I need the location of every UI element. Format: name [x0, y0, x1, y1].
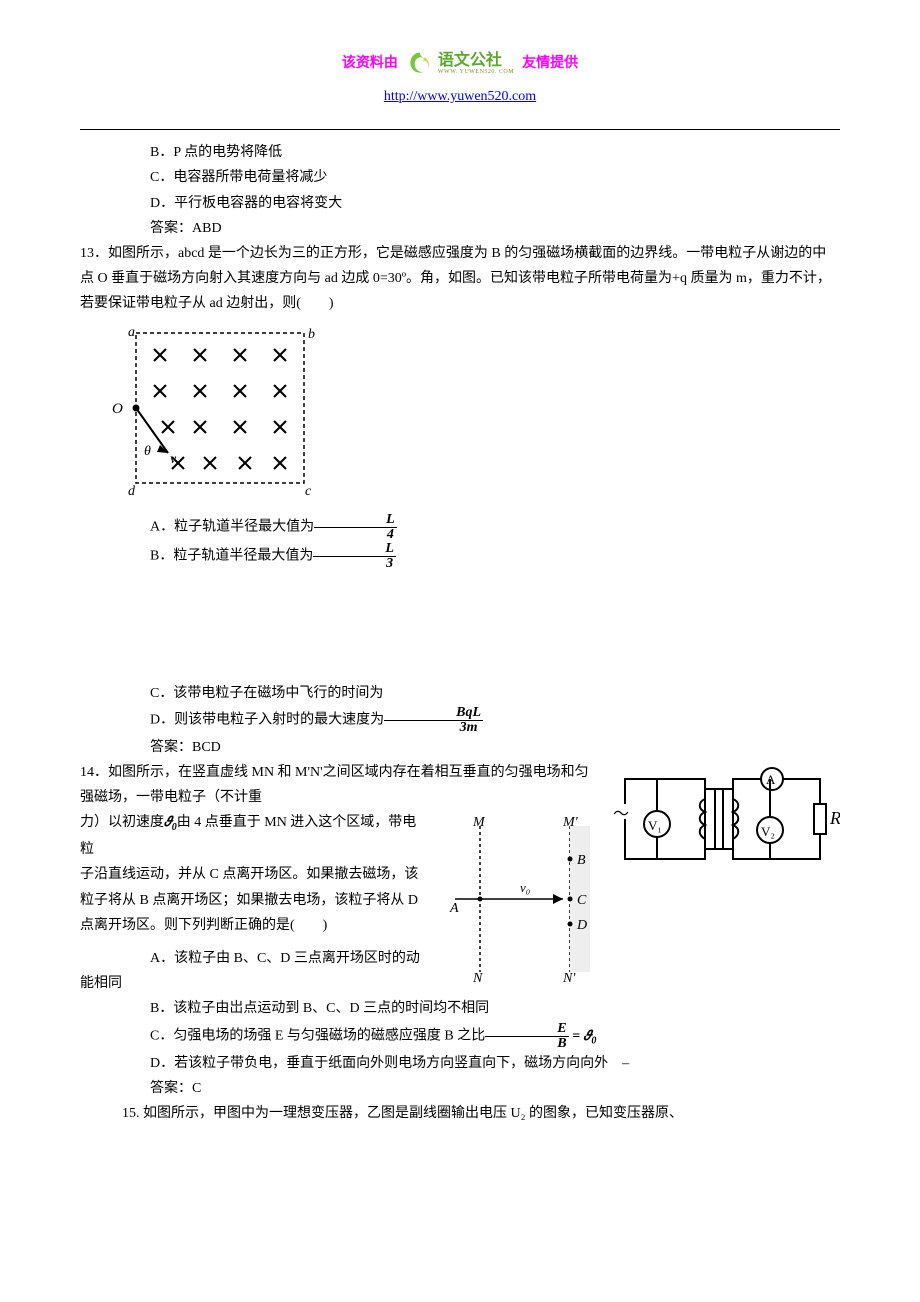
- fraction-icon: EB: [485, 1022, 568, 1051]
- label-O: O: [112, 401, 123, 417]
- site-logo: 语文公社 WWW. YUWEN520. COM: [402, 50, 518, 78]
- q12-opt-d: D．平行板电容器的电容将变大: [80, 191, 840, 216]
- logo-text: 语文公社 WWW. YUWEN520. COM: [438, 53, 514, 75]
- label-Mp: M': [562, 815, 579, 830]
- header-line-1: 该资料由 语文公社 WWW. YUWEN520. COM 友情提供: [80, 50, 840, 78]
- q12-answer: 答案：ABD: [80, 216, 840, 241]
- q13-stem: 13．如图所示，abcd 是一个边长为三的正方形，它是磁感应强度为 B 的匀强磁…: [80, 241, 840, 317]
- q13-diagram: a b c d O θ v: [110, 323, 315, 498]
- header-link[interactable]: http://www.yuwen520.com: [80, 84, 840, 109]
- label-c: c: [305, 484, 312, 498]
- header-suffix: 友情提供: [522, 51, 578, 76]
- label-Bpt: B: [577, 853, 586, 868]
- label-theta: θ: [144, 444, 151, 459]
- logo-pinyin: WWW. YUWEN520. COM: [438, 69, 514, 75]
- divider: [80, 129, 840, 130]
- label-v: v: [170, 452, 177, 467]
- q14-opt-b: B．该粒子由岀点运动到 B、C、D 三点的时间均不相同: [80, 996, 840, 1021]
- label-N: N: [472, 971, 483, 984]
- fraction-icon: L3: [313, 542, 396, 571]
- q13-opt-a: A．粒子轨道半径最大值为L4: [80, 513, 840, 542]
- label-ac: ～: [613, 806, 629, 823]
- label-Dpt: D: [576, 918, 587, 933]
- logo-zh: 语文公社: [438, 53, 502, 69]
- q12-opt-c: C．电容器所带电荷量将减少: [80, 165, 840, 190]
- cross-field-icon: [154, 349, 286, 469]
- q15-stem: 15. 如图所示，甲图中为一理想变压器，乙图是副线圈输出电压 U₂ 的图象，已知…: [80, 1101, 840, 1126]
- q14-transformer-diagram: ～ V₁ A V₂ R: [610, 764, 840, 874]
- label-M: M: [472, 815, 486, 830]
- q14-opt-d: D．若该粒子带负电，垂直于纸面向外则电场方向竖直向下，磁场方向向外 –: [80, 1051, 840, 1076]
- eq-sub: 0: [591, 1035, 596, 1046]
- label-v1: V₁: [648, 818, 662, 833]
- fraction-icon: BqL3m: [384, 706, 483, 735]
- q14-answer: 答案：C: [80, 1076, 840, 1101]
- fraction-icon: L4: [314, 513, 397, 542]
- content-body: B．P 点的电势将降低 C．电容器所带电荷量将减少 D．平行板电容器的电容将变大…: [80, 140, 840, 1126]
- label-r: R: [829, 808, 840, 828]
- q12-opt-b: B．P 点的电势将降低: [80, 140, 840, 165]
- eq-rhs: = 𝜗: [572, 1028, 591, 1043]
- q14-opt-c: C．匀强电场的场强 E 与匀强磁场的磁感应强度 B 之比EB = 𝜗0: [80, 1022, 840, 1051]
- q13-opt-c: C．该带电粒子在磁场中飞行的时间为: [80, 681, 840, 706]
- q13-d-text: D．则该带电粒子入射时的最大速度为: [150, 713, 384, 728]
- label-A4: A: [449, 901, 459, 916]
- label-b: b: [308, 327, 315, 342]
- swirl-icon: [406, 50, 434, 78]
- theta-icon: 𝜗: [164, 816, 172, 831]
- q14-c-pre: C．匀强电场的场强 E 与匀强磁场的磁感应强度 B 之比: [150, 1028, 485, 1043]
- blank-space: [80, 571, 840, 681]
- q13-answer: 答案：BCD: [80, 735, 840, 760]
- header-prefix: 该资料由: [342, 51, 398, 76]
- label-a: a: [128, 325, 135, 340]
- q13-a-text: A．粒子轨道半径最大值为: [150, 519, 314, 534]
- page-header: 该资料由 语文公社 WWW. YUWEN520. COM 友情提供 http:/…: [80, 50, 840, 109]
- q14-s2-pre: 力）以初速度: [80, 815, 164, 830]
- label-Cpt: C: [577, 893, 587, 908]
- label-d: d: [128, 484, 136, 498]
- label-Np: N': [562, 971, 576, 984]
- q13-b-text: B．粒子轨道半径最大值为: [150, 548, 313, 563]
- q13-opt-d: D．则该带电粒子入射时的最大速度为BqL3m: [80, 706, 840, 735]
- q14-mn-diagram: M M' N N' A B C D ν₀: [435, 814, 600, 984]
- label-v2: V₂: [761, 824, 775, 839]
- label-v0: ν₀: [520, 880, 530, 895]
- q13-opt-b: B．粒子轨道半径最大值为L3: [80, 542, 840, 571]
